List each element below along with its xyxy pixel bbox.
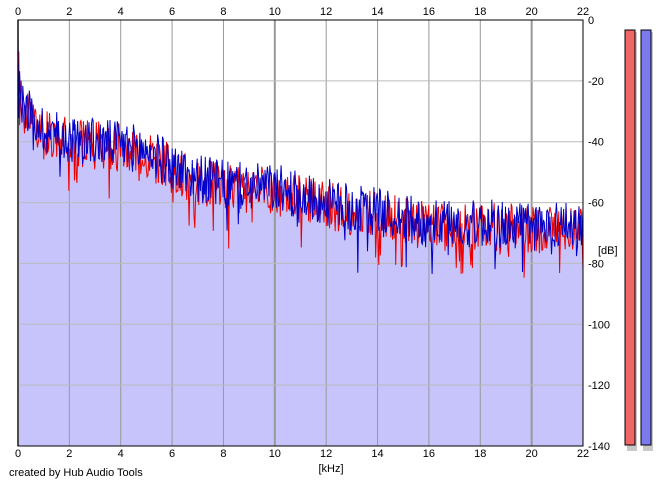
- level-meter-left: [624, 29, 636, 446]
- x-tick-label-bottom: 6: [169, 448, 175, 460]
- x-tick-label-bottom: 10: [269, 448, 281, 460]
- y-tick-label: 0: [588, 15, 594, 27]
- x-tick-label-top: 4: [118, 6, 124, 18]
- x-tick-label-top: 10: [269, 6, 281, 18]
- y-tick-label: -20: [588, 76, 604, 88]
- x-tick-label-bottom: 14: [371, 448, 383, 460]
- y-tick-label: -140: [588, 441, 610, 453]
- x-tick-label-bottom: 2: [66, 448, 72, 460]
- x-tick-label-top: 14: [371, 6, 383, 18]
- x-tick-label-top: 6: [169, 6, 175, 18]
- x-tick-label-top: 0: [15, 6, 21, 18]
- level-meter-right: [640, 29, 652, 446]
- x-tick-label-bottom: 4: [118, 448, 124, 460]
- y-axis-label: [dB]: [598, 245, 618, 257]
- series-line-blue: [17, 32, 584, 275]
- x-tick-label-top: 8: [220, 6, 226, 18]
- x-tick-label-bottom: 8: [220, 448, 226, 460]
- x-tick-label-top: 12: [320, 6, 332, 18]
- x-tick-label-bottom: 16: [423, 448, 435, 460]
- x-axis-label: [kHz]: [318, 463, 343, 475]
- x-tick-label-top: 16: [423, 6, 435, 18]
- plot-frame: [17, 19, 584, 447]
- credit-text: created by Hub Audio Tools: [9, 467, 143, 479]
- x-tick-label-top: 22: [577, 6, 589, 18]
- x-tick-label-top: 18: [474, 6, 486, 18]
- y-tick-label: -120: [588, 380, 610, 392]
- x-tick-label-bottom: 12: [320, 448, 332, 460]
- y-tick-label: -100: [588, 319, 610, 331]
- x-tick-label-bottom: 18: [474, 448, 486, 460]
- spectrum-fill: [18, 32, 583, 447]
- x-tick-label-bottom: 22: [577, 448, 589, 460]
- x-tick-label-top: 2: [66, 6, 72, 18]
- y-tick-label: -80: [588, 258, 604, 270]
- x-tick-label-bottom: 20: [526, 448, 538, 460]
- x-tick-label-bottom: 0: [15, 448, 21, 460]
- x-tick-label-top: 20: [526, 6, 538, 18]
- y-tick-label: -60: [588, 198, 604, 210]
- y-tick-label: -40: [588, 137, 604, 149]
